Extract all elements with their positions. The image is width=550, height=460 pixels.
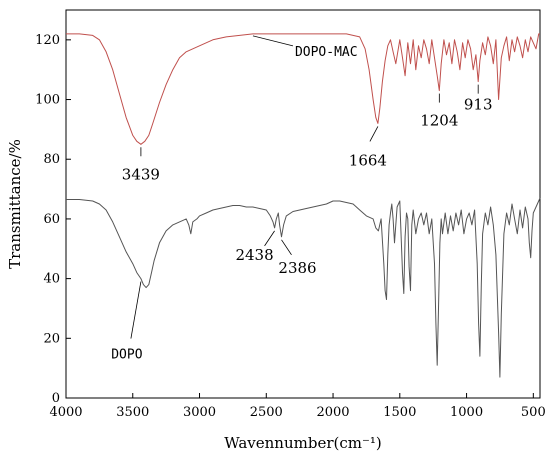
x-tick-label: 1500 bbox=[383, 405, 416, 420]
series-layer bbox=[66, 33, 541, 378]
y-tick-label: 60 bbox=[43, 212, 60, 227]
annotation-label: 2386 bbox=[278, 259, 316, 277]
x-axis-title: Wavennumber(cm⁻¹) bbox=[224, 434, 382, 452]
annotation-label: 2438 bbox=[235, 246, 273, 264]
y-tick-label: 120 bbox=[35, 33, 60, 48]
y-tick-label: 80 bbox=[43, 152, 60, 167]
annotation-leader bbox=[281, 239, 292, 256]
y-tick-label: 40 bbox=[43, 272, 60, 287]
y-tick-label: 20 bbox=[43, 331, 60, 346]
annotation-layer: DOPO-MAC 3439 1664 1204 913 2438 2386 DOPO bbox=[111, 35, 493, 363]
x-tick-label: 4000 bbox=[49, 405, 82, 420]
annotation-label: 3439 bbox=[122, 165, 160, 183]
y-axis: 0 20 40 60 80 100 120 bbox=[35, 33, 71, 406]
y-tick-label: 100 bbox=[35, 93, 60, 108]
annotation-label: 913 bbox=[464, 96, 493, 114]
x-tick-label: 1000 bbox=[450, 405, 483, 420]
series-line-dopo bbox=[66, 197, 541, 378]
x-tick-label: 3000 bbox=[183, 405, 216, 420]
plot-frame bbox=[65, 9, 541, 399]
y-tick-label: 0 bbox=[52, 391, 60, 406]
annotation-leader bbox=[369, 126, 379, 142]
series-line-dopo-mac bbox=[66, 33, 540, 145]
annotation-label: 1204 bbox=[420, 112, 458, 130]
x-tick-label: 500 bbox=[521, 405, 546, 420]
x-tick-label: 2000 bbox=[316, 405, 349, 420]
annotation-label: DOPO bbox=[111, 348, 142, 363]
x-tick-label: 3500 bbox=[116, 405, 149, 420]
annotation-leader bbox=[264, 230, 275, 247]
annotation-leader bbox=[130, 281, 142, 339]
annotation-label: DOPO-MAC bbox=[295, 45, 358, 60]
annotation-leader bbox=[252, 35, 294, 47]
annotation-label: 1664 bbox=[349, 151, 387, 169]
y-axis-title: Transmittance/% bbox=[6, 139, 24, 269]
x-tick-label: 2500 bbox=[250, 405, 283, 420]
x-axis: 4000 3500 3000 2500 2000 1500 1000 500 bbox=[49, 393, 546, 420]
